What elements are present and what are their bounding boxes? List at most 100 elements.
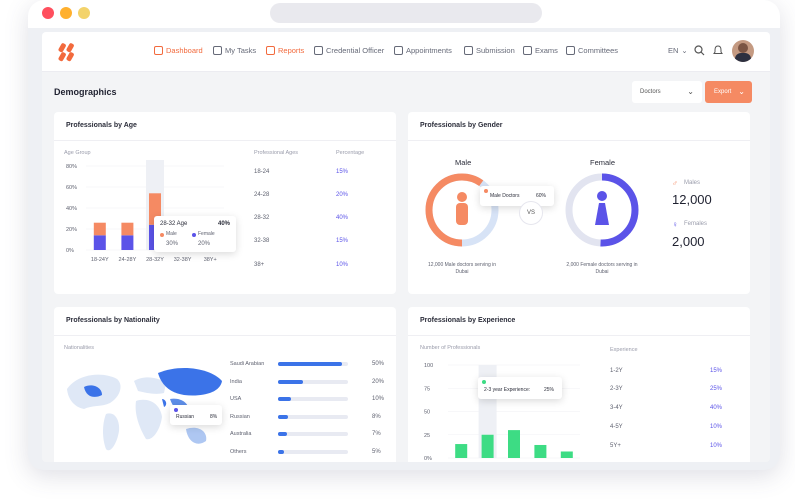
x-tick-label: 24-28Y [119,257,137,263]
nav-credential-officer[interactable]: Credential Officer [314,46,384,55]
bar-male[interactable] [93,222,106,236]
chevron-down-icon: ⌄ [681,46,688,55]
nav-dashboard[interactable]: Dashboard [154,46,203,55]
y-tick-label: 20% [66,227,77,233]
dashboard-icon [154,46,163,55]
nationality-bar-fill [278,379,304,384]
bar-male[interactable] [121,222,134,236]
nationality-row-pct: 50% [372,361,385,367]
bar-3-4Y[interactable] [508,430,520,458]
chevron-down-icon: ⌄ [687,87,694,96]
experience-row-label: 1-2Y [610,368,623,374]
age-row-pct: 15% [336,169,349,175]
bell-icon[interactable] [713,45,723,56]
nationality-tooltip: Russian 8% [170,405,222,425]
female-label: Female [590,158,616,167]
tasks-icon [213,46,222,55]
female-ring-chart [565,173,639,247]
divider [408,335,750,336]
tooltip-male-label: Male [166,231,177,237]
bar-5Y+[interactable] [560,451,573,458]
language-selector[interactable]: EN ⌄ [668,46,688,55]
nationality-bar-fill [278,397,291,401]
nationality-bar-fill [278,432,287,436]
doctor-filter-select[interactable]: Doctors ⌄ [632,81,702,103]
committees-icon [566,46,575,55]
experience-row-pct: 10% [710,443,723,449]
experience-bar-chart: 0% 25 50 75 100 [424,363,580,462]
search-icon[interactable] [694,45,705,56]
bar-1-2Y[interactable] [455,444,468,458]
browser-window: Dashboard My Tasks Reports Credential Of… [28,0,780,470]
x-tick-label: 38Y+ [204,257,217,263]
export-button[interactable]: Export ⌄ [705,81,752,103]
nationality-row-pct: 10% [372,396,385,402]
page-title: Demographics [54,87,117,97]
nav-reports[interactable]: Reports [266,46,304,55]
experience-row-pct: 10% [710,424,723,430]
experience-card-title: Professionals by Experience [420,317,516,324]
nav-label: Dashboard [166,46,203,55]
bar-female[interactable] [121,235,134,250]
nationality-row-label: Others [230,448,247,455]
bar-female[interactable] [93,235,106,250]
nationality-card-title: Professionals by Nationality [66,317,160,324]
credential-icon [314,46,323,55]
experience-row-pct: 40% [710,405,723,411]
tooltip-female-label: Female [198,231,215,237]
pct-col-header: Percentage [336,150,365,156]
x-tick-label: 32-38Y [174,257,192,263]
nationality-bar-fill [278,449,285,454]
chevron-down-icon: ⌄ [738,87,745,96]
divider [54,140,396,141]
gender-tooltip: Male Doctors 60% [480,186,554,206]
y-tick-label: 0% [424,456,432,462]
experience-row-pct: 15% [710,368,723,374]
females-stat-value: 2,000 [672,234,705,249]
page-header: Demographics Doctors ⌄ Export ⌄ [42,72,770,112]
maximize-dot-icon[interactable] [78,7,90,19]
y-tick-label: 40% [66,206,77,212]
nationality-card: Professionals by Nationality Nationaliti… [54,307,396,462]
experience-axis-label: Number of Professionals [420,345,481,351]
bar-4-5Y[interactable] [534,444,547,458]
age-col-header: Professional Ages [254,150,299,156]
nav-my-tasks[interactable]: My Tasks [213,46,256,55]
tooltip-value: 60% [536,193,547,199]
nav-committees[interactable]: Committees [566,46,618,55]
nav-submission[interactable]: Submission [464,46,515,55]
nav-exams[interactable]: Exams [523,46,558,55]
nav-label: Exams [535,46,558,55]
nationality-bar-track [278,397,348,401]
age-tooltip: 28-32 Age 40% Male Female 30% 20% [154,216,236,252]
world-map [67,367,222,451]
nav-label: My Tasks [225,46,257,55]
app-logo-icon[interactable] [56,41,78,63]
tooltip-title: 28-32 Age [160,221,188,227]
male-dot-icon [484,189,488,193]
female-caption: 2,000 Female doctors serving in Dubai [566,262,638,275]
close-dot-icon[interactable] [42,7,54,19]
experience-card: Professionals by Experience Number of Pr… [408,307,750,462]
tooltip-male-value: 30% [166,241,179,247]
nationality-bar-track [278,432,348,436]
age-row-pct: 15% [336,238,349,244]
minimize-dot-icon[interactable] [60,7,72,19]
nationality-row-label: India [230,378,242,385]
experience-col-header: Experience [610,347,638,353]
submission-icon [464,46,473,55]
age-row-label: 32-38 [254,238,270,244]
avatar[interactable] [732,40,754,62]
nav-label: Reports [278,46,305,55]
tooltip-label: Russian [176,414,195,420]
tooltip-label: Male Doctors [490,193,520,199]
male-label: Male [455,158,472,167]
bar-2-3Y[interactable] [481,434,494,458]
gender-card: Professionals by Gender Male Female Male… [408,112,750,294]
divider [54,335,396,336]
nav-label: Appointments [406,46,452,55]
browser-titlebar [28,0,780,28]
nav-appointments[interactable]: Appointments [394,46,452,55]
address-bar[interactable] [270,3,542,23]
age-row-label: 24-28 [254,192,270,198]
